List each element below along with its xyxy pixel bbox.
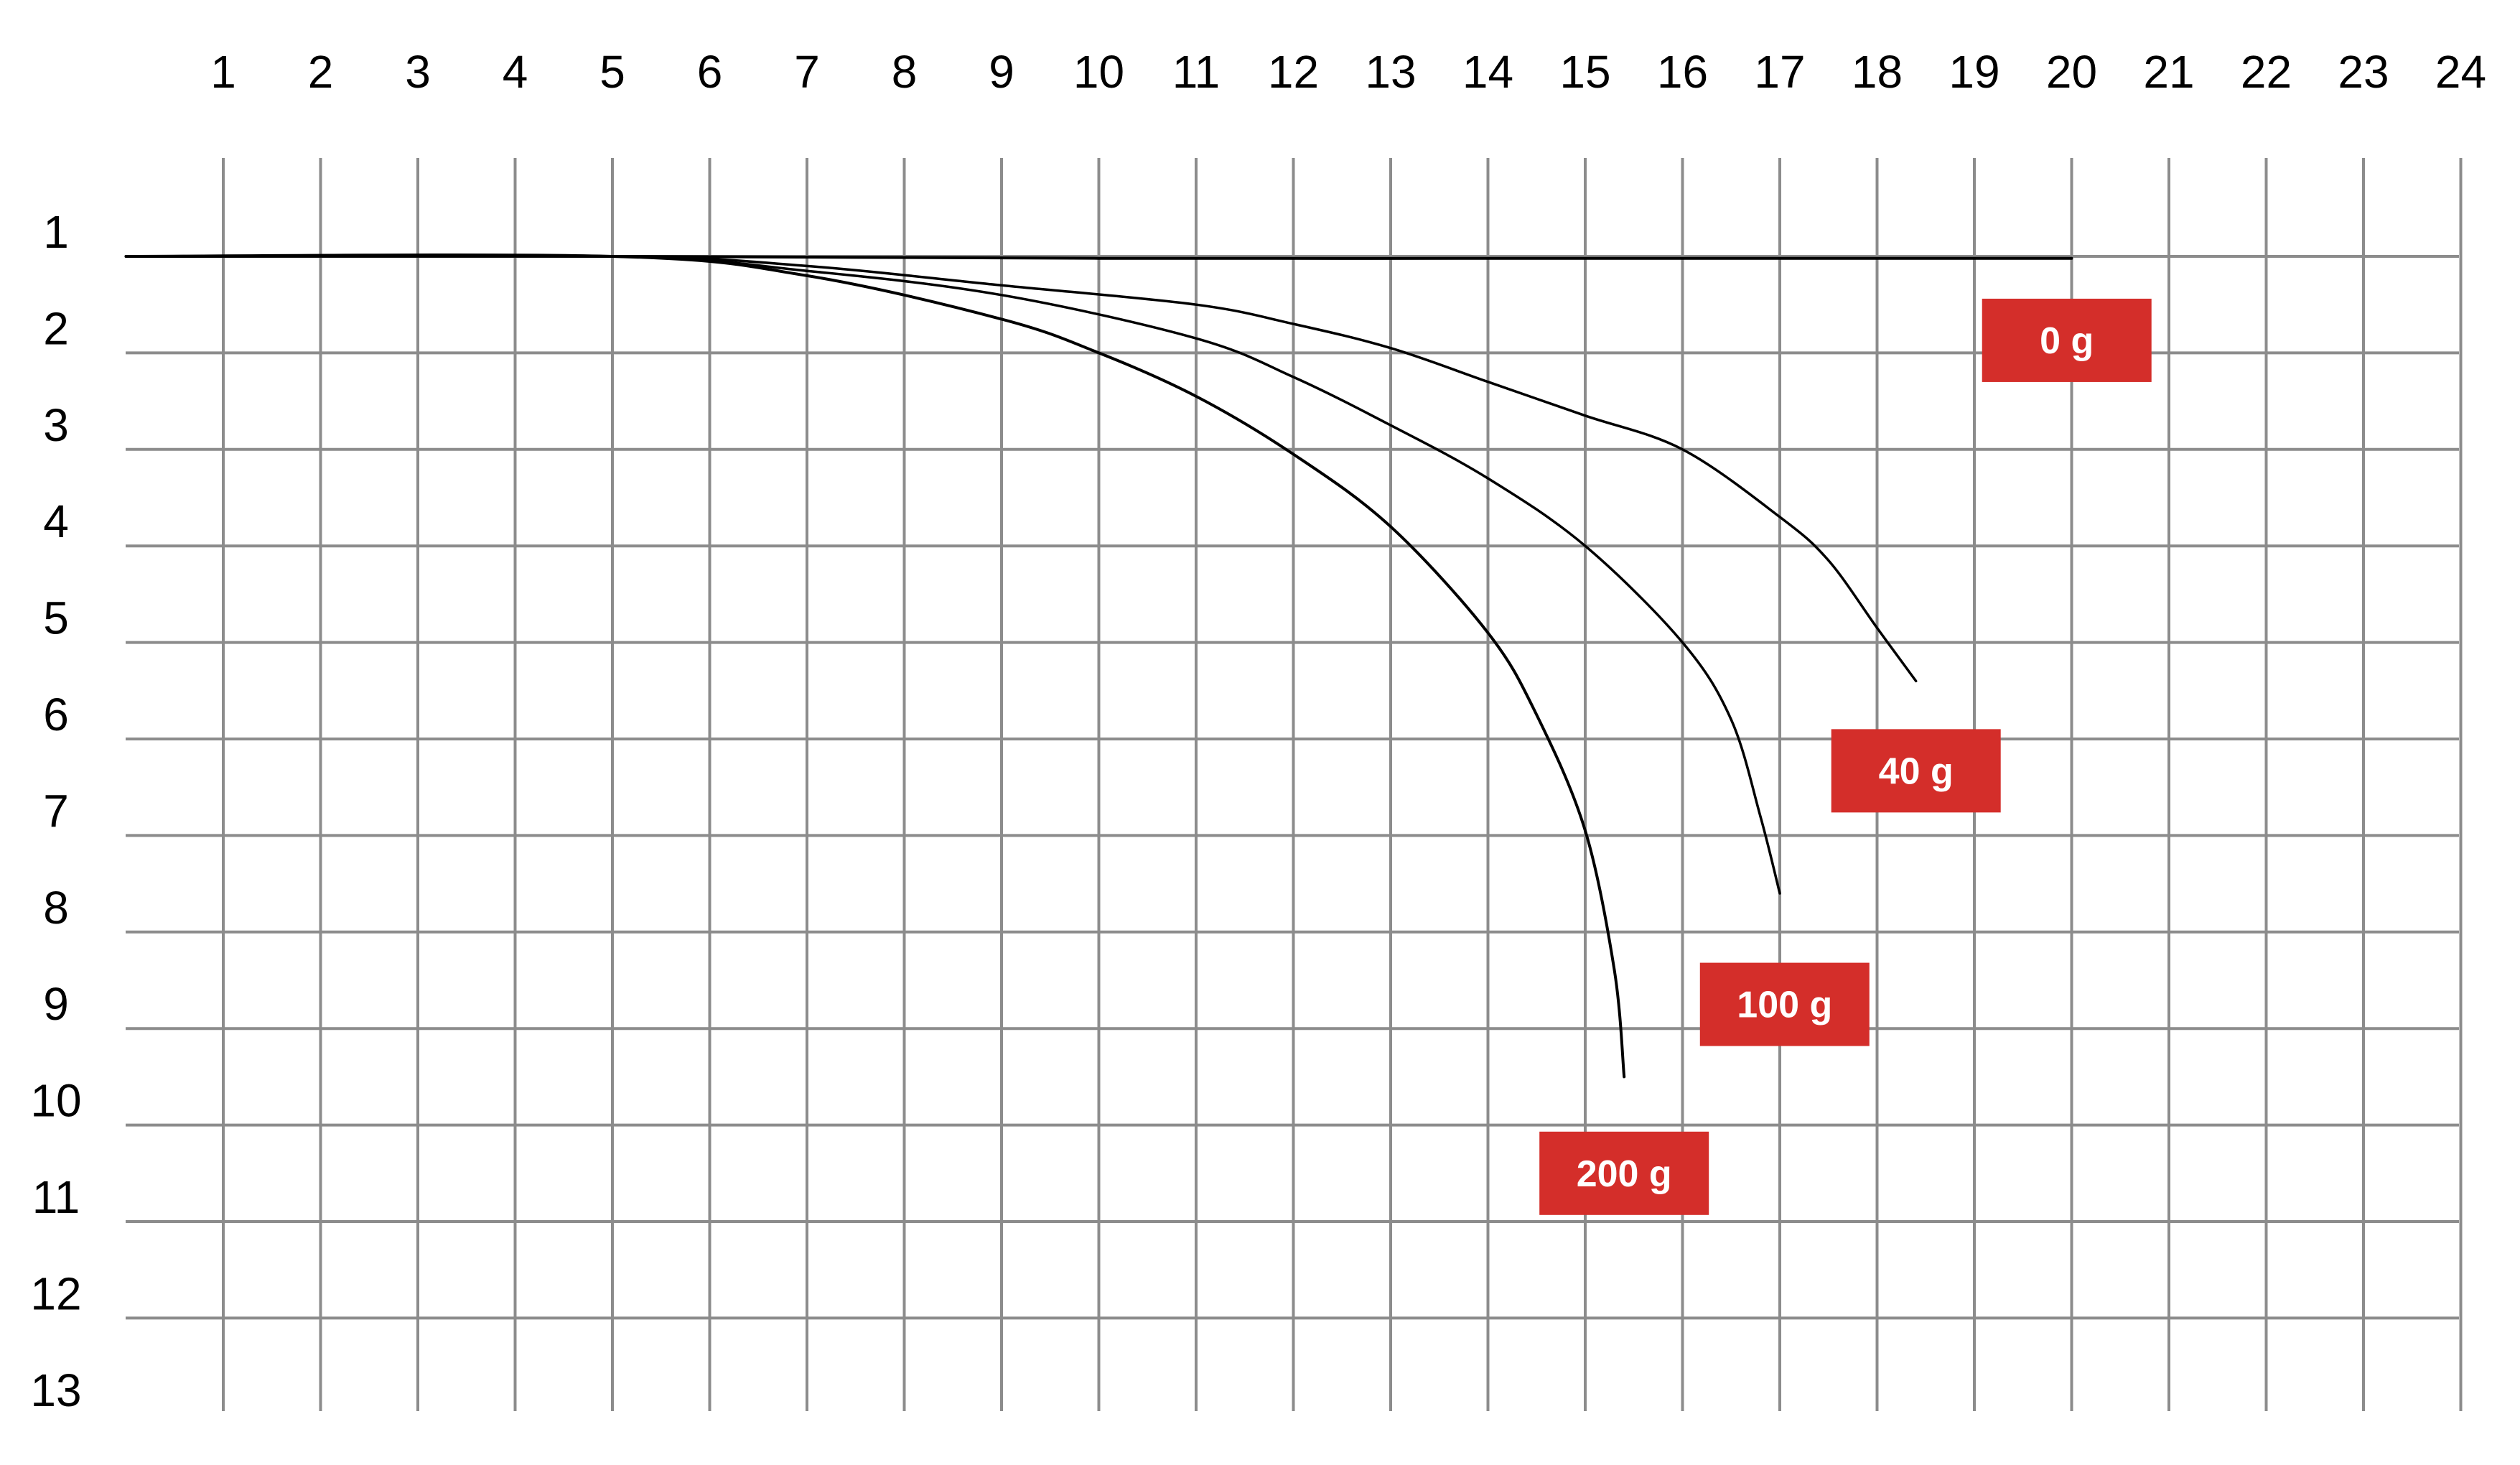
x-tick-label: 12: [1268, 46, 1319, 98]
y-tick-label: 12: [30, 1268, 81, 1319]
x-axis-tick-labels: 1 2 3 4 5 6 7 8 9 10 11 12 13 14 15 16 17 18 19 20 21 22 23 24: [210, 46, 2486, 98]
x-tick-label: 14: [1462, 46, 1513, 98]
x-tick-label: 4: [503, 46, 528, 98]
x-tick-label: 20: [2046, 46, 2097, 98]
series-line-40g: [124, 254, 1918, 683]
x-tick-label: 1: [210, 46, 236, 98]
y-tick-label: 10: [30, 1075, 81, 1127]
y-tick-label: 2: [43, 302, 69, 354]
x-tick-label: 22: [2241, 46, 2292, 98]
series-label-text: 200 g: [1577, 1153, 1672, 1195]
series-label-box: [1539, 1131, 1709, 1215]
grid: [126, 158, 2463, 1411]
y-tick-label: 13: [30, 1364, 81, 1416]
y-tick-label: 9: [43, 978, 69, 1030]
x-tick-label: 23: [2338, 46, 2389, 98]
x-tick-label: 17: [1754, 46, 1805, 98]
y-tick-label: 4: [43, 496, 69, 547]
x-tick-label: 16: [1657, 46, 1708, 98]
y-tick-label: 1: [43, 206, 69, 258]
x-tick-label: 8: [892, 46, 918, 98]
series-label-box: [1831, 729, 2001, 813]
x-tick-label: 15: [1559, 46, 1610, 98]
y-tick-label: 5: [43, 592, 69, 644]
series-label-text: 100 g: [1737, 985, 1832, 1026]
x-tick-label: 3: [405, 46, 431, 98]
x-tick-label: 9: [989, 46, 1014, 98]
series-line-100g: [124, 254, 1781, 895]
x-tick-label: 13: [1365, 46, 1416, 98]
x-tick-label: 11: [1172, 46, 1220, 98]
series-label-text: 40 g: [1879, 750, 1954, 792]
series-label-box: [1699, 962, 1870, 1046]
x-tick-label: 2: [308, 46, 334, 98]
series-label-text: 0 g: [2040, 320, 2094, 362]
series-lines: [124, 254, 2073, 1079]
y-tick-label: 6: [43, 689, 69, 740]
y-tick-label: 3: [43, 399, 69, 451]
y-tick-label: 11: [32, 1171, 80, 1223]
series-label-box: [1982, 298, 2152, 382]
x-tick-label: 6: [697, 46, 723, 98]
x-tick-label: 24: [2435, 46, 2486, 98]
x-tick-label: 18: [1852, 46, 1903, 98]
x-tick-label: 19: [1949, 46, 1999, 98]
x-tick-label: 10: [1073, 46, 1124, 98]
x-tick-label: 21: [2143, 46, 2194, 98]
x-tick-label: 5: [599, 46, 625, 98]
x-tick-label: 7: [794, 46, 820, 98]
series-labels: 0 g 40 g 100 g 200 g: [1539, 298, 2152, 1215]
y-tick-label: 8: [43, 882, 69, 934]
y-tick-label: 7: [43, 785, 69, 837]
series-line-200g: [124, 254, 1626, 1079]
